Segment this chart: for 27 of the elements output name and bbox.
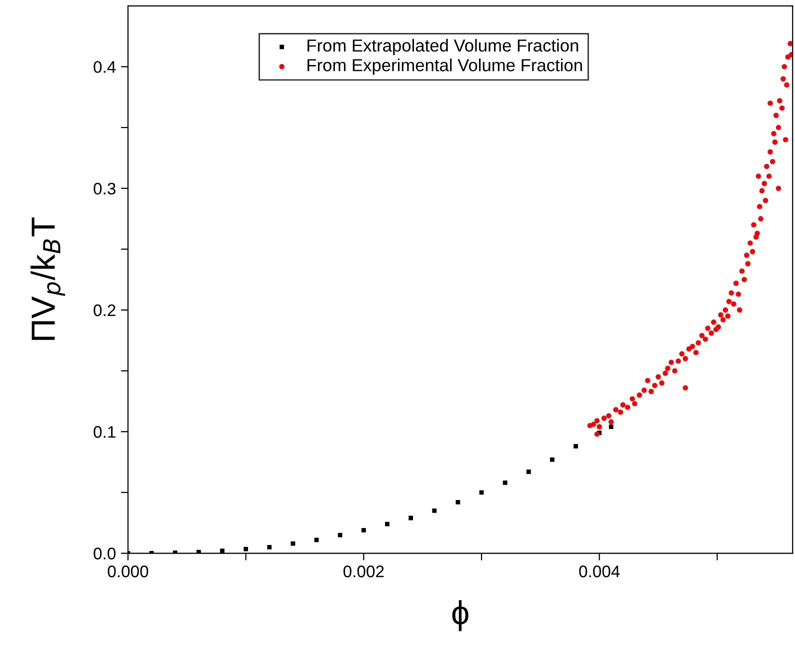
point <box>526 470 531 474</box>
x-tick-label: 0.000 <box>108 566 148 578</box>
x-tick-label: 0.002 <box>343 566 384 578</box>
point <box>385 522 390 526</box>
point <box>267 545 272 550</box>
y-tick-label: 0.4 <box>94 61 116 73</box>
x-tick-label: 0.004 <box>579 566 620 578</box>
point <box>550 457 554 462</box>
y-tick-label: 0.3 <box>94 182 116 195</box>
legend-label: From Extrapolated Volume Fraction <box>308 38 578 56</box>
point <box>432 508 437 513</box>
point <box>220 548 224 554</box>
point <box>408 516 414 520</box>
point <box>244 546 248 552</box>
y-tick-label: 0.1 <box>94 426 116 438</box>
y-tick-label: 0.2 <box>94 304 116 316</box>
point <box>574 444 578 448</box>
point <box>361 528 366 532</box>
legend-label: From Experimental Volume Fraction <box>308 58 582 75</box>
point <box>338 532 342 538</box>
point <box>608 424 614 429</box>
point <box>314 538 319 542</box>
x-axis-title: ϕ <box>452 600 468 632</box>
point <box>502 480 508 485</box>
y-axis-title: ΠV$_{p}$/k$_{B}$T <box>30 217 66 340</box>
y-tick-label: 0.0 <box>94 548 116 560</box>
point <box>456 500 460 504</box>
